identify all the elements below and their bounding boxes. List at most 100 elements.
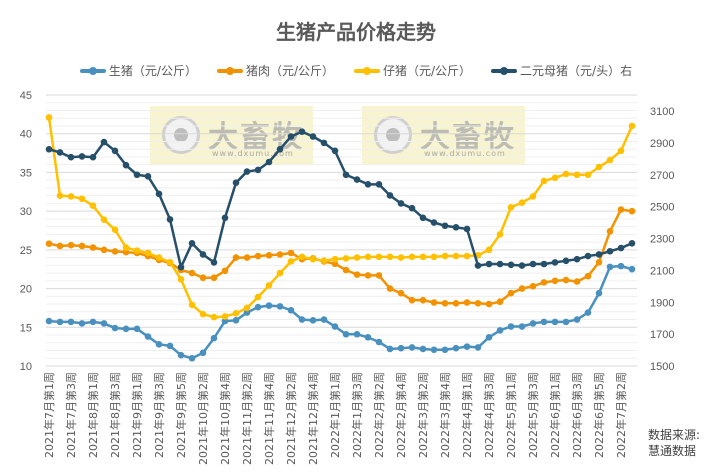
data-point[interactable] [342, 171, 350, 179]
data-point[interactable] [507, 289, 515, 297]
data-point[interactable] [298, 128, 306, 136]
data-point[interactable] [287, 306, 295, 314]
data-point[interactable] [166, 342, 174, 350]
data-point[interactable] [452, 299, 460, 307]
data-point[interactable] [144, 249, 152, 257]
data-point[interactable] [144, 333, 152, 340]
data-point[interactable] [551, 277, 559, 285]
data-point[interactable] [309, 133, 317, 140]
data-point[interactable] [89, 318, 97, 326]
data-point[interactable] [606, 263, 614, 271]
data-point[interactable] [56, 242, 64, 250]
data-point[interactable] [419, 296, 427, 304]
data-point[interactable] [276, 145, 284, 153]
data-point[interactable] [562, 318, 570, 326]
data-point[interactable] [397, 254, 405, 261]
data-point[interactable] [133, 247, 141, 254]
data-point[interactable] [386, 253, 394, 261]
data-point[interactable] [628, 207, 636, 215]
data-point[interactable] [408, 204, 416, 212]
data-point[interactable] [45, 145, 53, 153]
data-point[interactable] [122, 161, 130, 169]
data-point[interactable] [496, 231, 504, 238]
data-point[interactable] [199, 251, 207, 258]
data-point[interactable] [232, 310, 240, 317]
data-point[interactable] [254, 293, 262, 301]
data-point[interactable] [188, 301, 196, 309]
data-point[interactable] [617, 147, 625, 155]
data-point[interactable] [265, 158, 273, 166]
data-point[interactable] [342, 255, 350, 262]
data-point[interactable] [309, 255, 317, 263]
data-point[interactable] [56, 318, 64, 326]
data-point[interactable] [177, 275, 185, 283]
data-point[interactable] [254, 252, 262, 260]
data-point[interactable] [397, 289, 405, 297]
data-point[interactable] [452, 224, 460, 231]
data-point[interactable] [67, 153, 75, 161]
data-point[interactable] [551, 174, 559, 182]
data-point[interactable] [540, 260, 548, 268]
data-point[interactable] [584, 272, 592, 280]
data-point[interactable] [353, 176, 361, 183]
data-point[interactable] [210, 313, 218, 321]
data-point[interactable] [441, 346, 449, 354]
data-point[interactable] [166, 216, 174, 223]
data-point[interactable] [309, 317, 317, 324]
data-point[interactable] [232, 179, 240, 187]
data-point[interactable] [485, 260, 493, 268]
data-point[interactable] [408, 253, 416, 261]
data-point[interactable] [507, 323, 515, 330]
data-point[interactable] [111, 324, 119, 332]
data-point[interactable] [562, 276, 570, 284]
data-point[interactable] [320, 139, 328, 147]
data-point[interactable] [221, 313, 229, 320]
data-point[interactable] [353, 271, 361, 278]
data-point[interactable] [243, 168, 251, 175]
data-point[interactable] [562, 257, 570, 265]
data-point[interactable] [276, 251, 284, 258]
data-point[interactable] [210, 274, 218, 282]
data-point[interactable] [628, 122, 636, 130]
data-point[interactable] [529, 193, 537, 200]
data-point[interactable] [243, 304, 251, 312]
data-point[interactable] [540, 318, 548, 326]
data-point[interactable] [287, 133, 295, 140]
data-point[interactable] [78, 320, 86, 327]
data-point[interactable] [320, 257, 328, 264]
data-point[interactable] [221, 317, 229, 325]
data-point[interactable] [89, 153, 97, 161]
data-point[interactable] [441, 222, 449, 230]
data-point[interactable] [364, 181, 372, 188]
data-point[interactable] [177, 351, 185, 359]
data-point[interactable] [287, 258, 295, 265]
data-point[interactable] [265, 302, 273, 309]
data-point[interactable] [386, 285, 394, 292]
data-point[interactable] [188, 269, 196, 277]
data-point[interactable] [177, 263, 185, 271]
legend-item-live-pig[interactable]: 生猪（元/公斤） [79, 62, 197, 79]
data-point[interactable] [408, 296, 416, 304]
data-point[interactable] [265, 251, 273, 259]
data-point[interactable] [56, 149, 64, 156]
data-point[interactable] [210, 259, 218, 266]
data-point[interactable] [133, 171, 141, 179]
data-point[interactable] [298, 316, 306, 323]
data-point[interactable] [430, 346, 438, 354]
data-point[interactable] [573, 171, 581, 179]
data-point[interactable] [529, 260, 537, 268]
data-point[interactable] [573, 278, 581, 285]
data-point[interactable] [122, 248, 130, 256]
data-point[interactable] [397, 200, 405, 207]
data-point[interactable] [331, 323, 339, 330]
data-point[interactable] [529, 320, 537, 327]
data-point[interactable] [122, 325, 130, 333]
data-point[interactable] [45, 240, 53, 247]
data-point[interactable] [232, 254, 240, 261]
data-point[interactable] [540, 177, 548, 185]
data-point[interactable] [243, 309, 251, 316]
data-point[interactable] [595, 163, 603, 171]
data-point[interactable] [111, 248, 119, 255]
data-point[interactable] [287, 249, 295, 257]
data-point[interactable] [584, 309, 592, 316]
